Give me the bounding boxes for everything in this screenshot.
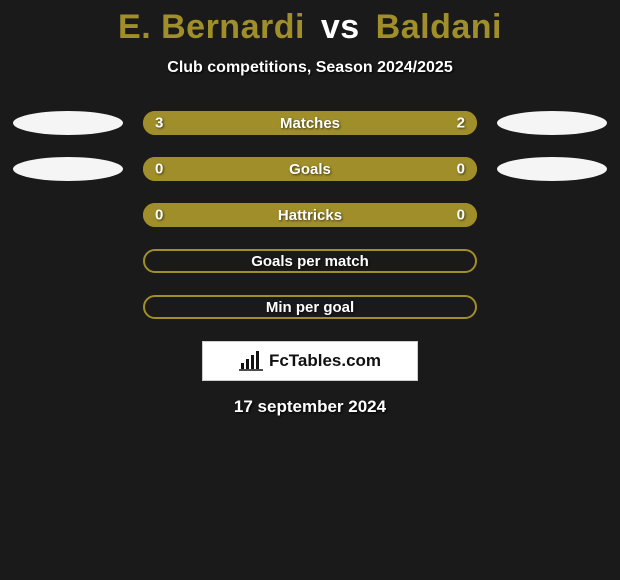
stat-label: Matches xyxy=(280,115,340,132)
stat-value-left: 3 xyxy=(155,115,163,132)
stat-value-right: 0 xyxy=(457,161,465,178)
stat-label: Goals xyxy=(289,161,331,178)
comparison-title: E. Bernardi vs Baldani xyxy=(0,0,620,47)
bar-fill-right xyxy=(310,157,477,181)
stat-value-left: 0 xyxy=(155,161,163,178)
bar-fill-left xyxy=(143,157,310,181)
stat-row: 3 2 Matches xyxy=(0,111,620,135)
stat-bar: 3 2 Matches xyxy=(143,111,477,135)
stat-label: Goals per match xyxy=(251,253,369,270)
stat-row: Min per goal xyxy=(0,295,620,319)
vs-separator: vs xyxy=(321,8,360,46)
stat-bar: 0 0 Goals xyxy=(143,157,477,181)
player-b-name: Baldani xyxy=(376,8,502,46)
stat-row: Goals per match xyxy=(0,249,620,273)
snapshot-date: 17 september 2024 xyxy=(0,397,620,417)
attribution-badge: FcTables.com xyxy=(202,341,418,381)
stat-value-right: 0 xyxy=(457,207,465,224)
team-marker-right xyxy=(497,157,607,181)
stat-bar: 0 0 Hattricks xyxy=(143,203,477,227)
stat-row: 0 0 Goals xyxy=(0,157,620,181)
stat-label: Hattricks xyxy=(278,207,342,224)
team-marker-left xyxy=(13,157,123,181)
player-a-name: E. Bernardi xyxy=(118,8,305,46)
stat-bar: Min per goal xyxy=(143,295,477,319)
attribution-text: FcTables.com xyxy=(269,351,381,371)
stat-value-right: 2 xyxy=(457,115,465,132)
stat-bar: Goals per match xyxy=(143,249,477,273)
barchart-icon xyxy=(239,351,263,371)
stat-row: 0 0 Hattricks xyxy=(0,203,620,227)
stat-rows: 3 2 Matches 0 0 Goals 0 0 Hattricks Goals per mat… xyxy=(0,111,620,319)
comparison-subtitle: Club competitions, Season 2024/2025 xyxy=(0,59,620,77)
team-marker-right xyxy=(497,111,607,135)
stat-label: Min per goal xyxy=(266,299,354,316)
team-marker-left xyxy=(13,111,123,135)
stat-value-left: 0 xyxy=(155,207,163,224)
